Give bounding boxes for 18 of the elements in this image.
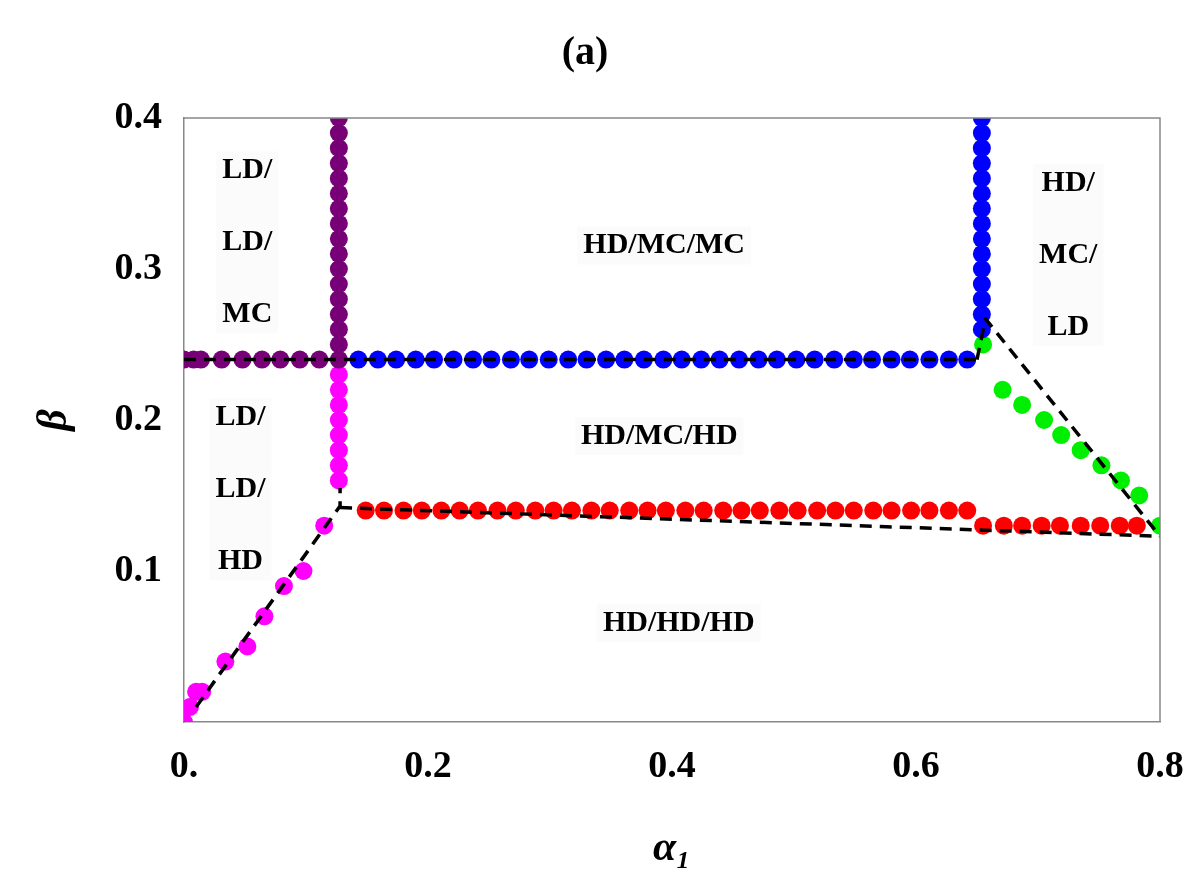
- x-tick-label: 0.2: [404, 742, 452, 785]
- text: HD/ MC/ LD: [1039, 163, 1098, 341]
- y-tick-label: 0.3: [114, 244, 162, 287]
- annotation: HD/MC/MC: [583, 226, 745, 260]
- y-tick-label: 0.1: [114, 546, 162, 589]
- y-tick-label: 0.4: [114, 93, 162, 136]
- text: LD/ LD/ HD: [215, 398, 266, 576]
- x-axis-title: α₁: [653, 822, 691, 869]
- x-tick-label: 0.4: [648, 742, 696, 785]
- annotation: HD/MC/HD: [580, 417, 738, 451]
- annotation: HD/HD/HD: [602, 603, 755, 637]
- text: LD/ LD/ MC: [222, 151, 273, 329]
- x-tick-label: 0.8: [1136, 742, 1184, 785]
- x-tick-label: 0.6: [892, 742, 940, 785]
- y-axis-title: β: [29, 408, 76, 433]
- x-tick-label: 0.: [169, 742, 199, 785]
- chart-title: (a): [561, 28, 609, 74]
- y-tick-label: 0.2: [114, 395, 162, 438]
